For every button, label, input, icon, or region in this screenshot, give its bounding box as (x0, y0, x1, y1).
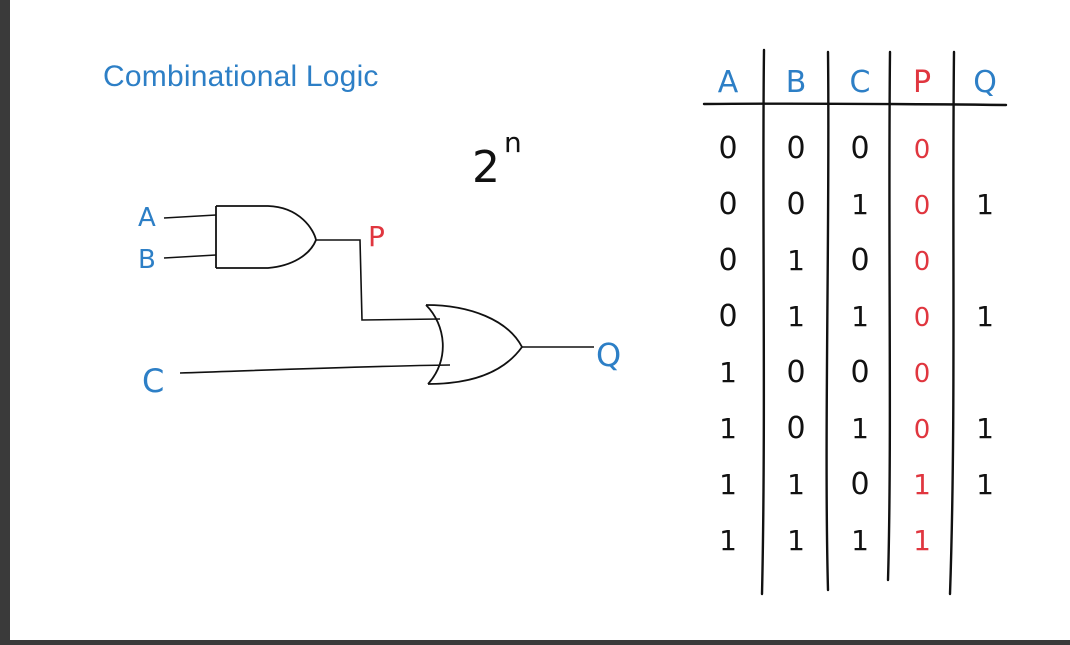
input-label-b: B (138, 245, 156, 275)
output-label-q: Q (596, 336, 621, 374)
header-c: C (850, 65, 871, 100)
cell-r8-a: 1 (719, 524, 737, 557)
cell-r4-b: 1 (787, 300, 805, 333)
truth-table-rows: 0 0 0 0 0 0 1 0 1 0 1 0 0 0 1 1 0 1 1 0 0 0 1 0 1 0 1 1 1 0 1 1 1 1 1 1 (718, 131, 993, 557)
cell-r7-b: 1 (787, 468, 805, 501)
truth-table-header: A B C P Q (718, 65, 997, 100)
cell-r2-a: 0 (718, 187, 737, 222)
cell-r5-c: 0 (850, 355, 869, 390)
cell-r7-p: 1 (913, 468, 931, 501)
cell-r1-c: 0 (850, 131, 869, 166)
cell-r7-c: 0 (850, 467, 869, 502)
cell-r3-b: 1 (787, 244, 805, 277)
or-gate (425, 304, 524, 385)
input-label-c: C (142, 362, 164, 400)
cell-r1-p: 0 (914, 135, 931, 165)
p-wire (316, 239, 441, 321)
cell-r1-b: 0 (786, 131, 805, 166)
header-p: P (913, 65, 931, 100)
cell-r2-q: 1 (976, 188, 994, 221)
cell-r7-q: 1 (976, 468, 994, 501)
cell-r8-c: 1 (851, 524, 869, 557)
cell-r5-p: 0 (914, 359, 931, 389)
cell-r7-a: 1 (719, 468, 737, 501)
header-a: A (718, 65, 739, 100)
and-gate (215, 205, 317, 269)
cell-r4-a: 0 (718, 299, 737, 334)
cell-r6-a: 1 (719, 412, 737, 445)
truth-table-grid (702, 48, 1008, 596)
cell-r1-a: 0 (718, 131, 737, 166)
cell-r6-p: 0 (914, 415, 931, 445)
cell-r3-p: 0 (914, 247, 931, 277)
cell-r4-q: 1 (976, 300, 994, 333)
cell-r5-b: 0 (786, 355, 805, 390)
slide-canvas: Combinational Logic 2 n A B C P Q (10, 0, 1070, 640)
cell-r4-c: 1 (851, 300, 869, 333)
cell-r6-c: 1 (851, 412, 869, 445)
cell-r4-p: 0 (914, 303, 931, 333)
slide-title: Combinational Logic (103, 60, 379, 93)
cell-r5-a: 1 (719, 356, 737, 389)
annotation-base: 2 (472, 142, 500, 193)
cell-r2-p: 0 (914, 191, 931, 221)
window-bottom-edge (0, 640, 1070, 645)
cell-r8-b: 1 (787, 524, 805, 557)
whiteboard-drawing: 2 n A B C P Q (138, 48, 1008, 596)
cell-r6-q: 1 (976, 412, 994, 445)
cell-r3-c: 0 (850, 243, 869, 278)
cell-r2-c: 1 (851, 188, 869, 221)
cell-r2-b: 0 (786, 187, 805, 222)
annotation-exponent: n (504, 126, 522, 159)
header-b: B (786, 65, 807, 100)
cell-r3-a: 0 (718, 243, 737, 278)
cell-r8-p: 1 (913, 524, 931, 557)
cell-r6-b: 0 (786, 411, 805, 446)
intermediate-label-p: P (368, 220, 385, 253)
input-label-a: A (138, 203, 156, 233)
input-wires (163, 214, 451, 374)
header-q: Q (973, 65, 997, 100)
